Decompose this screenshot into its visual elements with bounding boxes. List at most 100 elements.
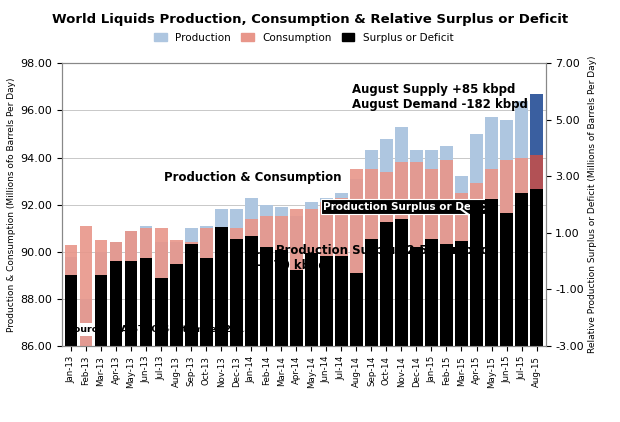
Bar [245, 219, 258, 346]
Bar [200, 228, 213, 346]
Bar [230, 238, 242, 346]
Y-axis label: Production & Consumption (Millions ofo Barrels Per Day): Production & Consumption (Millions ofo B… [7, 77, 16, 332]
Bar [425, 169, 438, 346]
Bar [305, 209, 317, 346]
Bar [500, 160, 513, 346]
Bar [275, 250, 288, 346]
Bar [185, 228, 198, 346]
Bar [365, 169, 378, 346]
Bar [320, 256, 333, 346]
Bar [215, 238, 228, 346]
Bar [155, 278, 167, 346]
Bar [410, 162, 423, 346]
Bar [395, 127, 408, 346]
Bar [185, 244, 198, 346]
Bar [380, 222, 393, 346]
Bar [395, 219, 408, 346]
Bar [335, 197, 348, 346]
Text: Source: EIA STEO September 2015: Source: EIA STEO September 2015 [67, 325, 250, 334]
Bar [140, 228, 153, 346]
Bar [95, 240, 107, 346]
Bar [64, 245, 78, 346]
Bar [125, 230, 138, 346]
Bar [485, 117, 498, 346]
Bar [515, 101, 528, 346]
Bar [350, 273, 363, 346]
Bar [125, 230, 138, 346]
Bar [440, 244, 453, 346]
Bar [335, 193, 348, 346]
Bar [380, 139, 393, 346]
Bar [140, 226, 153, 346]
Bar [275, 216, 288, 346]
Bar [95, 252, 107, 346]
Bar [290, 209, 303, 346]
Bar [455, 193, 468, 346]
Bar [350, 169, 363, 346]
Bar [500, 213, 513, 346]
Y-axis label: Relative Production Surplus or Deficit (Millions of Barrels Per Day): Relative Production Surplus or Deficit (… [588, 56, 597, 353]
Bar [170, 264, 182, 346]
Bar [290, 216, 303, 346]
Bar [500, 120, 513, 346]
Bar [185, 242, 198, 346]
Bar [200, 258, 213, 346]
Bar [440, 146, 453, 346]
Bar [155, 242, 167, 346]
Bar [110, 242, 123, 346]
Bar [530, 94, 543, 346]
Bar [79, 299, 92, 346]
Bar [230, 209, 242, 346]
Bar [515, 193, 528, 346]
Bar [365, 238, 378, 346]
Bar [155, 228, 167, 346]
Bar [170, 242, 182, 346]
Text: Production Surplus or Deficit: Production Surplus or Deficit [323, 202, 494, 212]
Bar [470, 202, 483, 346]
Legend: Production, Consumption, Surplus or Deficit: Production, Consumption, Surplus or Defi… [150, 29, 458, 47]
Bar [215, 227, 228, 346]
Bar [95, 275, 107, 346]
Bar [410, 247, 423, 346]
Bar [64, 257, 78, 346]
Bar [125, 261, 138, 346]
Text: August Supply +85 kbpd
August Demand -182 kbpd: August Supply +85 kbpd August Demand -18… [352, 83, 528, 111]
Bar [335, 256, 348, 346]
Bar [530, 189, 543, 346]
Bar [305, 253, 317, 346]
Bar [395, 162, 408, 346]
Bar [530, 155, 543, 346]
Text: Production & Consumption: Production & Consumption [164, 171, 341, 184]
Bar [365, 151, 378, 346]
Bar [455, 241, 468, 346]
Bar [440, 160, 453, 346]
Bar [200, 226, 213, 346]
Bar [380, 172, 393, 346]
Bar [79, 226, 92, 346]
Text: Aug Production Surplus 2.56 mmbpd
(+ 270 kbpd): Aug Production Surplus 2.56 mmbpd (+ 270… [246, 244, 489, 272]
Bar [245, 236, 258, 346]
Bar [110, 242, 123, 346]
Bar [320, 197, 333, 346]
Bar [485, 199, 498, 346]
Bar [305, 202, 317, 346]
Bar [64, 275, 78, 346]
Bar [260, 247, 273, 346]
Bar [515, 157, 528, 346]
Bar [275, 207, 288, 346]
Bar [425, 151, 438, 346]
Bar [470, 184, 483, 346]
Bar [320, 202, 333, 346]
Bar [79, 346, 92, 349]
Bar [230, 228, 242, 346]
Bar [110, 261, 123, 346]
Bar [260, 216, 273, 346]
Bar [455, 176, 468, 346]
Bar [425, 238, 438, 346]
Bar [260, 205, 273, 346]
Bar [410, 151, 423, 346]
Bar [245, 197, 258, 346]
Bar [170, 240, 182, 346]
Bar [290, 270, 303, 346]
Bar [140, 258, 153, 346]
